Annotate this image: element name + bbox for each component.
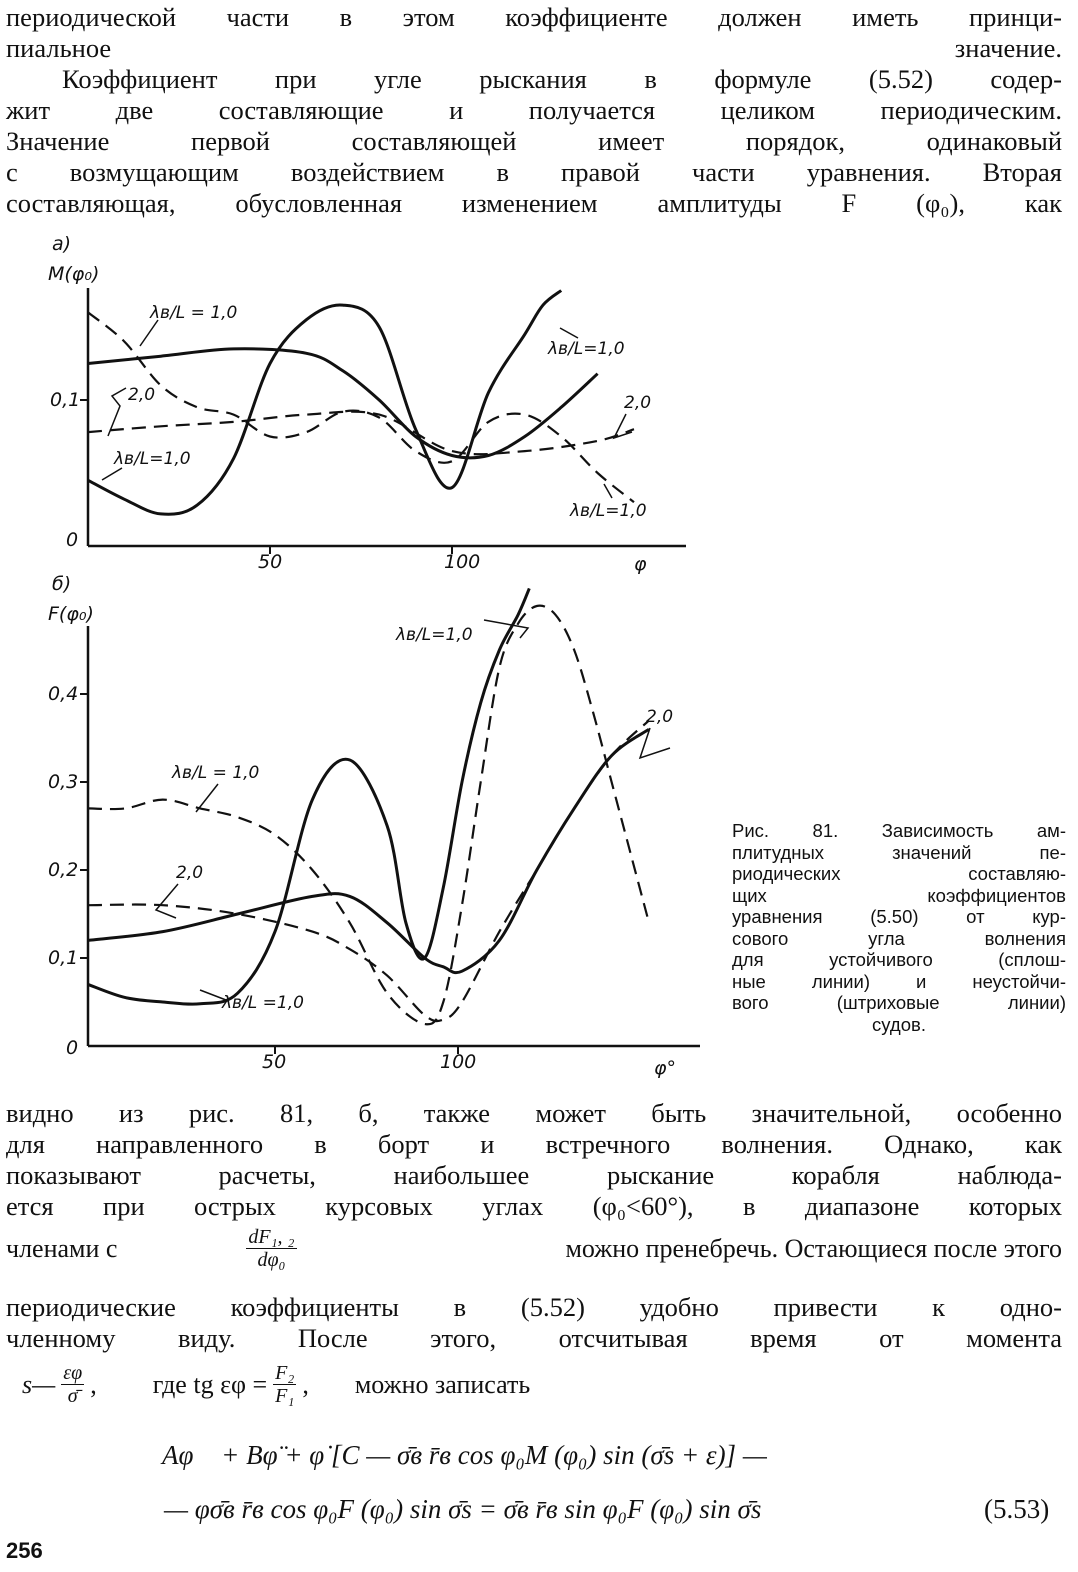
f-fraction: F₂ F₁ bbox=[273, 1362, 297, 1407]
text-line: Коэффициент при угле рыскания в формуле … bbox=[62, 64, 1062, 94]
leader-line bbox=[612, 413, 633, 440]
s-fraction: εφ σ̄ bbox=[61, 1362, 85, 1407]
leader-line bbox=[195, 783, 219, 813]
panel-a-xlabel: φ bbox=[634, 553, 647, 575]
panel-b-ylabel: F(φ₀) bbox=[48, 603, 94, 625]
leader-line bbox=[154, 883, 179, 919]
panel-b-ytick-label: 0,1 bbox=[48, 947, 78, 969]
curve-label: λв/L=1,0 bbox=[569, 501, 647, 521]
panel-b-ytick-label: 0,3 bbox=[48, 771, 78, 793]
series-line-dashed-2 bbox=[87, 604, 651, 1026]
panel-b-ytick-label: 0,4 bbox=[48, 683, 78, 705]
equation-number: (5.53) bbox=[984, 1494, 1050, 1524]
leader-line bbox=[603, 483, 613, 499]
derivative-fraction: dF₁, ₂ dφ₀ bbox=[246, 1226, 297, 1271]
where-text: где tg εφ = bbox=[152, 1369, 268, 1399]
fraction-denominator: dφ₀ bbox=[257, 1249, 286, 1271]
curve-label: λв/L=1,0 bbox=[113, 449, 191, 469]
panel-a-letter: а) bbox=[52, 233, 71, 255]
panel-a-ylabel: M(φ₀) bbox=[48, 263, 99, 285]
panel-b-letter: б) bbox=[52, 573, 71, 595]
series-line-solid-1 bbox=[87, 727, 650, 975]
caption-line: уравнения (5.50) от кур- bbox=[732, 906, 1066, 927]
text-line: периодической части в этом коэффициенте … bbox=[6, 2, 1062, 32]
caption-line: вого (штриховые линии) bbox=[732, 992, 1066, 1013]
s-expression: s— bbox=[22, 1369, 56, 1399]
text-fragment: членами с bbox=[6, 1233, 118, 1263]
text-line: видно из рис. 81, б, также может быть зн… bbox=[6, 1098, 1062, 1128]
series-line-dashed-3 bbox=[87, 410, 635, 456]
caption-line: плитудных значений пе- bbox=[732, 841, 1066, 863]
top-text: периодической части в этом коэффициенте … bbox=[6, 2, 1062, 219]
text-line: с возмущающим воздействием в правой част… bbox=[6, 157, 1062, 187]
leader-line bbox=[107, 387, 127, 437]
panel-b: б) F(φ₀) 0,4 0,3 0,2 0,1 0 50 100 φ° λв/L=1… bbox=[48, 573, 700, 1079]
curve-label: 2,0 bbox=[128, 385, 155, 405]
text-line: членному виду. После этого, отсчитывая в… bbox=[6, 1323, 1062, 1353]
figure-caption: Рис. 81. Зависимость ам- плитудных значе… bbox=[732, 820, 1066, 1035]
fraction-numerator: dF₁, ₂ bbox=[246, 1226, 297, 1249]
leader-line bbox=[101, 467, 123, 481]
text-fragment: можно пренебречь. Остающиеся после этого bbox=[565, 1233, 1062, 1263]
text-line: периодические коэффициенты в (5.52) удоб… bbox=[6, 1292, 1062, 1322]
caption-line: щих коэффициентов bbox=[732, 884, 1066, 906]
leader-line bbox=[199, 989, 227, 1001]
frac-line: членами с dF₁, ₂ dφ₀ можно пренебречь. О… bbox=[6, 1226, 1062, 1271]
caption-line: Рис. 81. Зависимость ам- bbox=[732, 820, 1066, 841]
curve-label: λв/L=1,0 bbox=[547, 339, 625, 359]
text-line: для направленного в борт и встречного во… bbox=[6, 1129, 1062, 1159]
fraction-denominator: F₁ bbox=[275, 1385, 295, 1407]
text-line: Значение первой составляющей имеет поряд… bbox=[6, 126, 1062, 156]
panel-a-xtick-label: 100 bbox=[444, 551, 480, 573]
caption-line: сового угла волнения bbox=[732, 927, 1066, 949]
panel-b-ytick-label: 0,2 bbox=[48, 859, 78, 881]
panel-b-zero: 0 bbox=[66, 1037, 78, 1059]
curve-label: λв/L =1,0 bbox=[221, 993, 304, 1013]
equation-line-2: — φσ̄в r̄в cos φ₀F (φ₀) sin σ̄s = σ̄в r̄… bbox=[164, 1494, 762, 1524]
fraction-numerator: F₂ bbox=[273, 1362, 297, 1385]
equation-line-1: Aφ⃛ + Bφ̈ + φ̇ [C — σ̄в r̄в cos φ₀M (φ₀)… bbox=[162, 1440, 767, 1470]
bottom-text: видно из рис. 81, б, также может быть зн… bbox=[6, 1098, 1062, 1222]
caption-line: для устойчивого (сплош- bbox=[732, 949, 1066, 970]
s-expression-line: s— εφ σ̄ , где tg εφ = F₂ F₁ , можно зап… bbox=[22, 1362, 531, 1407]
leader-line bbox=[139, 319, 159, 347]
curve-label: λв/L = 1,0 bbox=[171, 763, 259, 783]
leader-line bbox=[638, 727, 671, 760]
page-number: 256 bbox=[6, 1538, 43, 1563]
panel-a-zero: 0 bbox=[66, 529, 78, 551]
caption-line: риодических составляю- bbox=[732, 863, 1066, 884]
text-line: жит две составляющие и получается целико… bbox=[6, 95, 1062, 125]
text-line: составляющая, обусловленная изменением а… bbox=[6, 188, 1062, 218]
figure-81: а) M(φ₀) 0,1 0 50 100 φ λв/L = 1,0 λв/L=… bbox=[48, 233, 700, 1079]
panel-b-xtick-label: 100 bbox=[440, 1051, 476, 1073]
leader-line bbox=[483, 619, 530, 639]
panel-a-xtick-label: 50 bbox=[258, 551, 282, 573]
series-line-solid-1 bbox=[87, 347, 599, 460]
text-line: пиальное значение. bbox=[6, 33, 1062, 63]
caption-line: ные линии) и неустойчи- bbox=[732, 970, 1066, 992]
fraction-denominator: σ̄ bbox=[67, 1385, 78, 1407]
series-line-solid-0 bbox=[87, 289, 563, 516]
curve-label: 2,0 bbox=[176, 863, 203, 883]
series-line-dashed-3 bbox=[87, 719, 650, 1023]
panel-b-xlabel: φ° bbox=[654, 1057, 676, 1079]
panel-b-xtick-label: 50 bbox=[262, 1051, 286, 1073]
text-line: показывают расчеты, наибольшее рыскание … bbox=[6, 1160, 1062, 1190]
caption-line: судов. bbox=[872, 1013, 926, 1035]
curve-label: 2,0 bbox=[624, 393, 651, 413]
leader-line bbox=[559, 327, 579, 339]
bottom-text-2: периодические коэффициенты в (5.52) удоб… bbox=[6, 1292, 1062, 1354]
panel-a-ytick-label: 0,1 bbox=[50, 389, 80, 411]
curve-label: λв/L = 1,0 bbox=[149, 303, 237, 323]
curve-label: λв/L=1,0 bbox=[395, 625, 473, 645]
can-write-text: можно записать bbox=[354, 1369, 531, 1399]
fraction-numerator: εφ bbox=[61, 1362, 85, 1385]
panel-a: а) M(φ₀) 0,1 0 50 100 φ λв/L = 1,0 λв/L=… bbox=[48, 233, 686, 575]
curve-label: 2,0 bbox=[646, 707, 673, 727]
series-line-solid-0 bbox=[87, 587, 531, 1006]
text-line: ется при острых курсовых углах (φ₀<60°),… bbox=[6, 1191, 1062, 1221]
